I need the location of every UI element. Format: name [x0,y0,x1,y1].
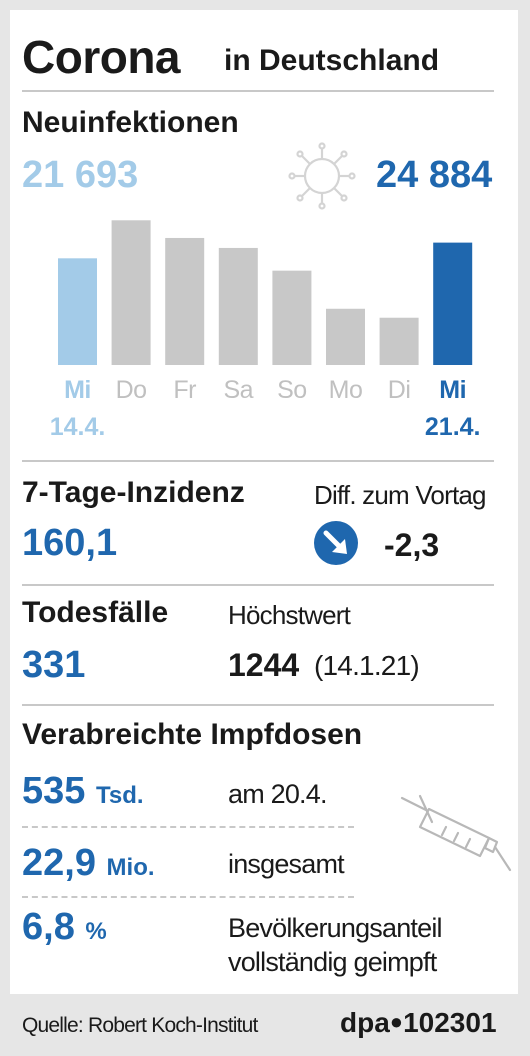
dashed-divider [22,826,354,828]
impf-row-value: 535 Tsd. [22,770,144,817]
dashed-divider [22,896,354,898]
date-label-0: 14.4. [50,413,106,441]
bar-5 [326,308,365,365]
divider [22,584,494,586]
diff-value: -2,3 [384,527,440,563]
syringe-icon [400,794,512,872]
section-title-neuinfektionen: Neuinfektionen [22,106,239,139]
dpa-number: 102301 [403,1007,497,1038]
impf-row-desc-line2: vollständig geimpft [228,947,437,977]
impf-row-unit: Tsd. [95,782,144,809]
section-title-inzidenz: 7-Tage-Inzidenz [22,476,245,509]
date-label-7: 21.4. [425,413,481,441]
virus-icon [288,142,356,210]
impf-row-desc: am 20.4. [228,779,327,809]
tick-label-6: Di [388,376,411,404]
footer: Quelle: Robert Koch-Institut dpa●102301 [0,996,530,1056]
arrow-down-right-icon [314,521,358,565]
page-subtitle: in Deutschland [224,44,440,77]
tick-label-0: Mi [64,376,91,404]
tick-label-7: Mi [439,376,466,404]
hoechstwert-value: 1244 [228,647,300,683]
hoechstwert-date: (14.1.21) [314,650,420,681]
source-text: Quelle: Robert Koch-Institut [22,1014,258,1037]
impf-row-value: 6,8 % [22,906,107,953]
section-title-todesfaelle: Todesfälle [22,596,169,629]
bar-0 [58,258,97,365]
bar-2 [165,237,205,365]
neuinfektionen-bar-chart: Mi 14.4. Do Fr Sa So Mo Di Mi 21.4. [50,220,481,441]
divider [22,90,494,92]
impf-row-value: 22,9 Mio. [22,842,155,889]
impf-row-desc-line1: Bevölkerungsanteil [228,913,443,943]
bar-6 [379,317,419,365]
hoechstwert-label: Höchstwert [228,600,351,630]
impf-row-number: 22,9 [22,842,96,884]
tick-label-1: Do [116,376,147,404]
impf-row-number: 535 [22,770,86,812]
bar-4 [272,270,312,365]
impf-row-unit: % [85,918,107,945]
inzidenz-value: 160,1 [22,522,118,564]
tick-label-4: So [277,376,307,404]
tick-label-2: Fr [173,376,196,404]
bullet-icon: ● [389,1009,404,1034]
impf-row-desc: insgesamt [228,849,345,879]
divider [22,704,494,706]
diff-label: Diff. zum Vortag [314,480,487,510]
neuinfektionen-end-value: 24 884 [376,154,493,196]
bar-1 [111,220,151,365]
divider [22,460,494,462]
page-title: Corona [22,31,181,83]
dpa-brand: dpa [340,1007,390,1038]
infographic-card: Corona in Deutschland Neuinfektionen 21 … [10,10,518,994]
tick-label-3: Sa [224,376,254,404]
todesfaelle-value: 331 [22,644,86,686]
impf-row-number: 6,8 [22,906,75,948]
neuinfektionen-start-value: 21 693 [22,154,139,196]
bar-7 [433,242,473,365]
section-title-impfdosen: Verabreichte Impfdosen [22,718,363,751]
bar-3 [218,247,258,365]
tick-label-5: Mo [329,376,363,404]
dpa-logo: dpa●102301 [340,1007,497,1041]
impf-row-unit: Mio. [106,854,155,881]
